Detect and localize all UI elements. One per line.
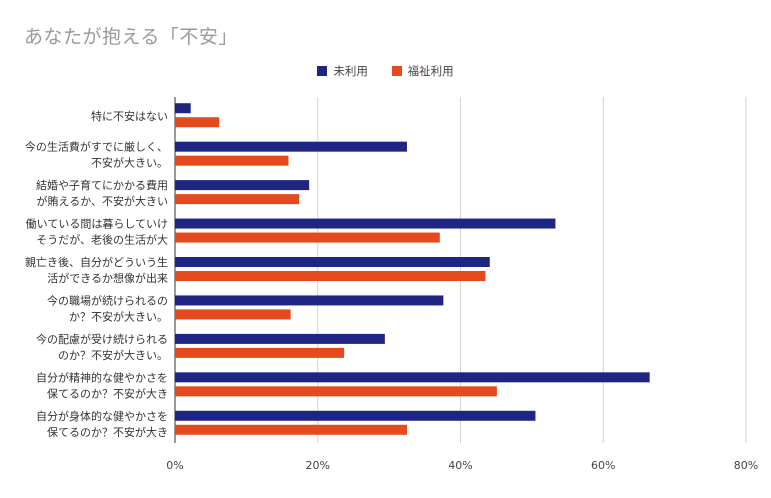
bar-series-1 (175, 141, 407, 152)
legend: 未利用 福祉利用 (0, 63, 771, 79)
bar-series-1 (175, 257, 490, 267)
legend-label-series-1: 未利用 (333, 64, 368, 78)
category-label: か？不安が大きい。 (69, 309, 168, 323)
category-label: 保てるのか？不安が大き (47, 386, 168, 400)
category-label: 自分が精神的な健やかさを (36, 370, 168, 384)
category-label: 働いている間は暮らしていけ (26, 217, 168, 231)
category-label: 不安が大きい。 (91, 156, 168, 170)
bar-series-1 (175, 295, 444, 306)
bar-series-1 (175, 180, 310, 191)
category-label: 結婚や子育てにかかる費用 (36, 178, 168, 192)
bar-series-1 (175, 372, 650, 383)
category-label: が賄えるか、不安が大きい (37, 194, 168, 208)
category-label: 活ができるか想像が出来 (47, 271, 168, 285)
category-label: 今の生活費がすでに厳しく、 (25, 140, 168, 154)
category-label: 自分が身体的な健やかさを (36, 409, 168, 423)
category-label: のか？不安が大きい。 (58, 348, 168, 362)
legend-item-series-1[interactable]: 未利用 (317, 63, 368, 79)
x-tick-label: 80% (734, 459, 758, 472)
bar-series-2 (175, 347, 345, 358)
x-tick-label: 0% (166, 459, 183, 472)
legend-swatch-series-2 (391, 66, 402, 76)
category-label: 今の職場が続けられるの (47, 293, 168, 307)
bar-series-2 (175, 271, 486, 281)
category-label: 保てるのか？不安が大き (47, 425, 168, 439)
category-label: 特に不安はない (91, 109, 168, 123)
bar-series-2 (175, 232, 440, 243)
bar-series-2 (175, 386, 497, 397)
x-tick-label: 20% (306, 459, 330, 472)
bar-series-1 (175, 333, 385, 344)
bar-series-1 (175, 410, 536, 421)
bar-series-1 (175, 103, 191, 114)
bar-series-2 (175, 117, 220, 128)
category-label: 親亡き後、自分がどういう生 (25, 255, 168, 269)
legend-swatch-series-1 (317, 66, 328, 76)
legend-label-series-2: 福祉利用 (407, 64, 454, 78)
legend-item-series-2[interactable]: 福祉利用 (391, 63, 454, 79)
x-tick-label: 60% (591, 459, 615, 472)
bar-series-2 (175, 424, 407, 435)
bar-series-2 (175, 309, 291, 320)
category-label: そうだが、老後の生活が大 (36, 233, 168, 247)
chart-title: あなたが抱える「不安」 (24, 26, 238, 48)
x-tick-label: 40% (448, 459, 472, 472)
bar-series-2 (175, 194, 300, 205)
category-label: 今の配慮が受け続けられる (36, 332, 168, 346)
bar-series-1 (175, 218, 556, 229)
bar-series-2 (175, 155, 289, 166)
